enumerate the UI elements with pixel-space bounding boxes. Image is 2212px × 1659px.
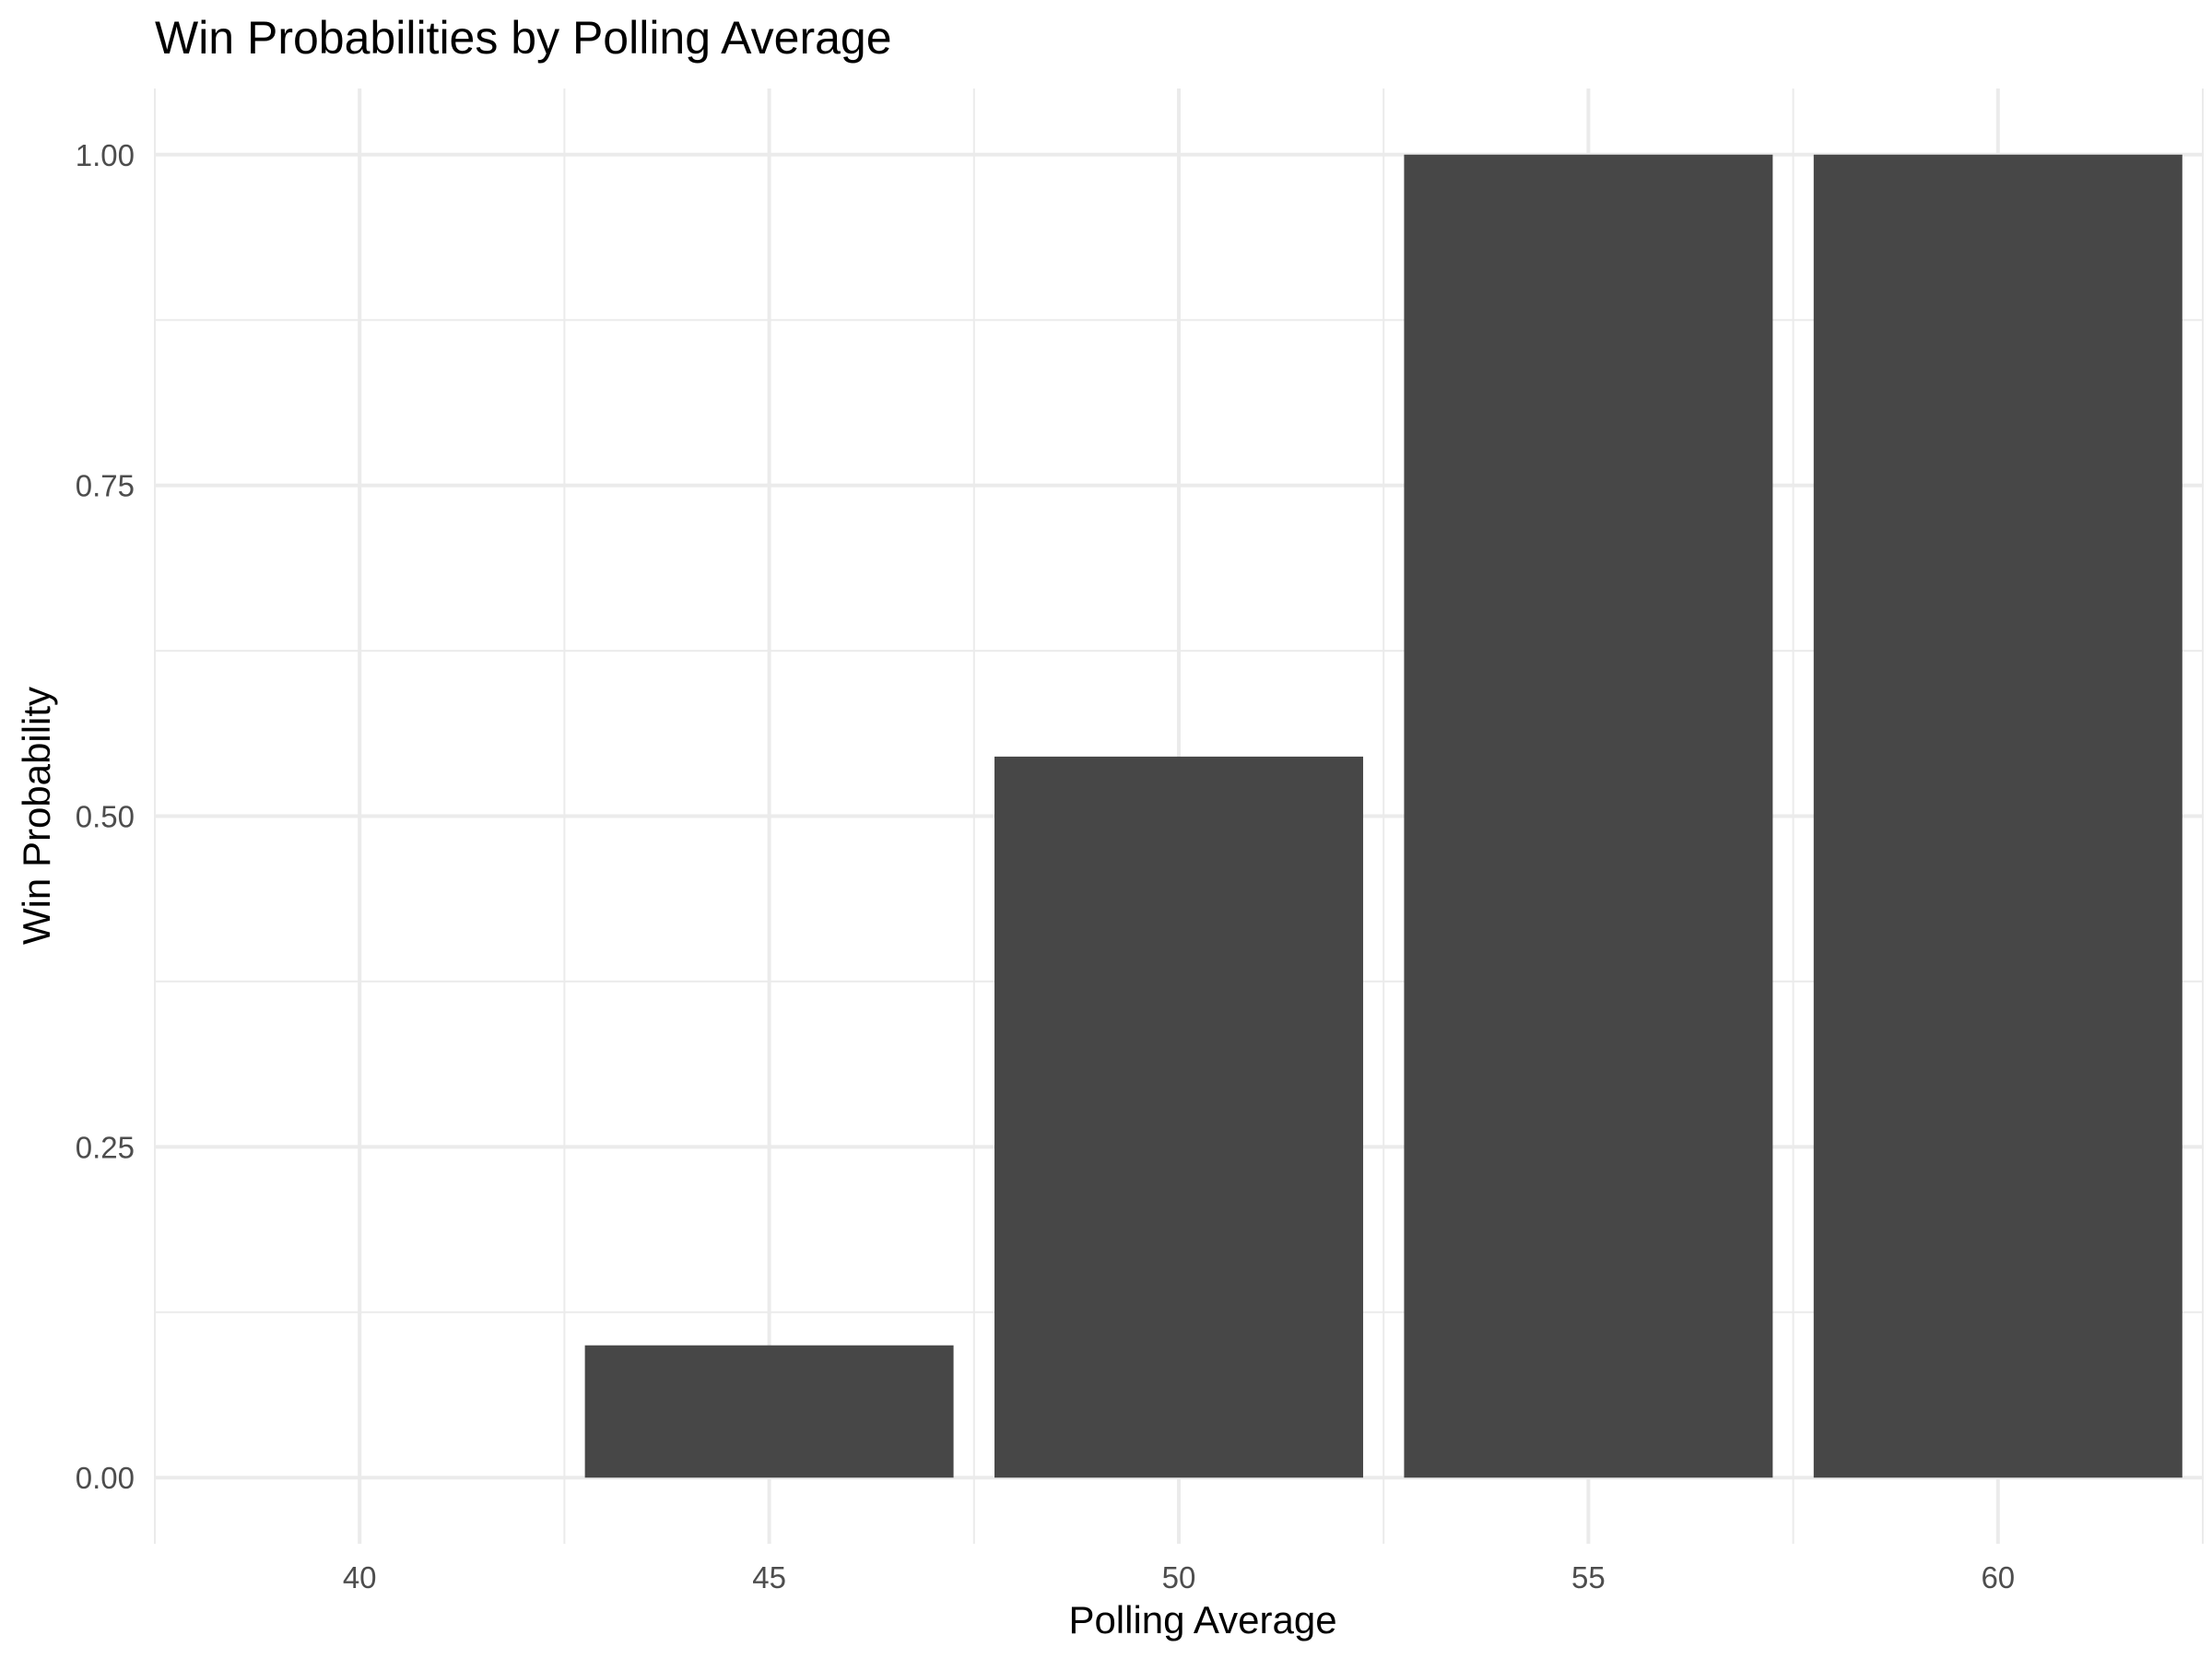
x-tick-label: 60 [1981, 1560, 2015, 1594]
chart-title: Win Probabilities by Polling Average [155, 12, 892, 64]
x-tick-labels: 40 45 50 55 60 [343, 1560, 2015, 1594]
x-axis-title: Polling Average [1068, 1598, 1337, 1641]
bar-60 [1813, 154, 2183, 1478]
y-tick-labels: 0.00 0.25 0.50 0.75 1.00 [76, 138, 135, 1495]
bar-45 [584, 1345, 954, 1478]
y-tick-label: 0.50 [76, 800, 135, 834]
bar-55 [1404, 154, 1773, 1478]
x-tick-label: 55 [1571, 1560, 1606, 1594]
y-tick-label: 0.25 [76, 1130, 135, 1164]
y-tick-label: 0.00 [76, 1461, 135, 1495]
x-tick-label: 40 [343, 1560, 377, 1594]
y-tick-label: 1.00 [76, 138, 135, 172]
bars [584, 154, 2183, 1478]
x-tick-label: 45 [752, 1560, 786, 1594]
y-axis-title: Win Probability [15, 686, 58, 946]
bar-50 [994, 756, 1363, 1478]
x-tick-label: 50 [1162, 1560, 1196, 1594]
y-tick-label: 0.75 [76, 469, 135, 503]
